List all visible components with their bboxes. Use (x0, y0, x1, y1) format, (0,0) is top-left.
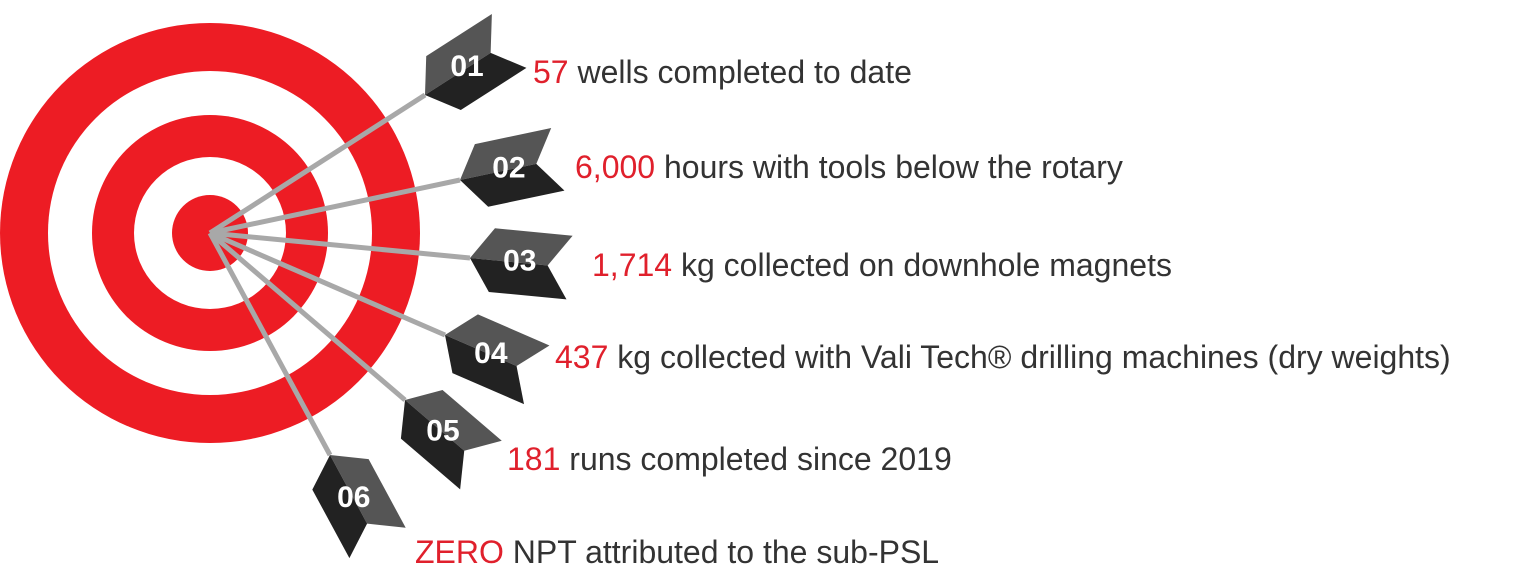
caption-highlight: ZERO (415, 534, 504, 570)
caption: ZERO NPT attributed to the sub-PSL (415, 534, 939, 570)
arrow-number: 05 (426, 414, 459, 447)
caption: 57 wells completed to date (533, 54, 912, 90)
arrow-number: 01 (450, 50, 483, 83)
arrow-number: 02 (492, 152, 525, 185)
caption-space (569, 54, 578, 90)
caption-space (560, 441, 569, 477)
caption-highlight: 6,000 (575, 149, 655, 185)
caption-text: runs completed since 2019 (569, 441, 951, 477)
caption: 1,714 kg collected on downhole magnets (592, 247, 1172, 283)
arrow-number: 03 (503, 245, 536, 278)
caption: 437 kg collected with Vali Tech® drillin… (555, 339, 1451, 375)
caption: 181 runs completed since 2019 (507, 441, 952, 477)
infographic: 01 02 03 04 05 06 57 wells completed to date 6… (0, 0, 1520, 573)
page: 01 02 03 04 05 06 57 wells completed to date 6… (0, 0, 1520, 573)
caption-text: kg collected on downhole magnets (681, 247, 1172, 283)
arrow-number: 04 (474, 337, 508, 370)
caption: 6,000 hours with tools below the rotary (575, 149, 1123, 185)
caption-highlight: 1,714 (592, 247, 672, 283)
caption-space (504, 534, 513, 570)
captions: 57 wells completed to date 6,000 hours wi… (415, 54, 1451, 570)
caption-space (608, 339, 617, 375)
caption-text: wells completed to date (576, 54, 911, 90)
caption-text: hours with tools below the rotary (664, 149, 1123, 185)
caption-space (655, 149, 664, 185)
caption-highlight: 181 (507, 441, 560, 477)
caption-text: NPT attributed to the sub-PSL (513, 534, 939, 570)
arrow-number: 06 (337, 481, 370, 514)
caption-space (672, 247, 681, 283)
caption-text: kg collected with Vali Tech® drilling ma… (617, 339, 1450, 375)
caption-highlight: 57 (533, 54, 569, 90)
caption-highlight: 437 (555, 339, 608, 375)
